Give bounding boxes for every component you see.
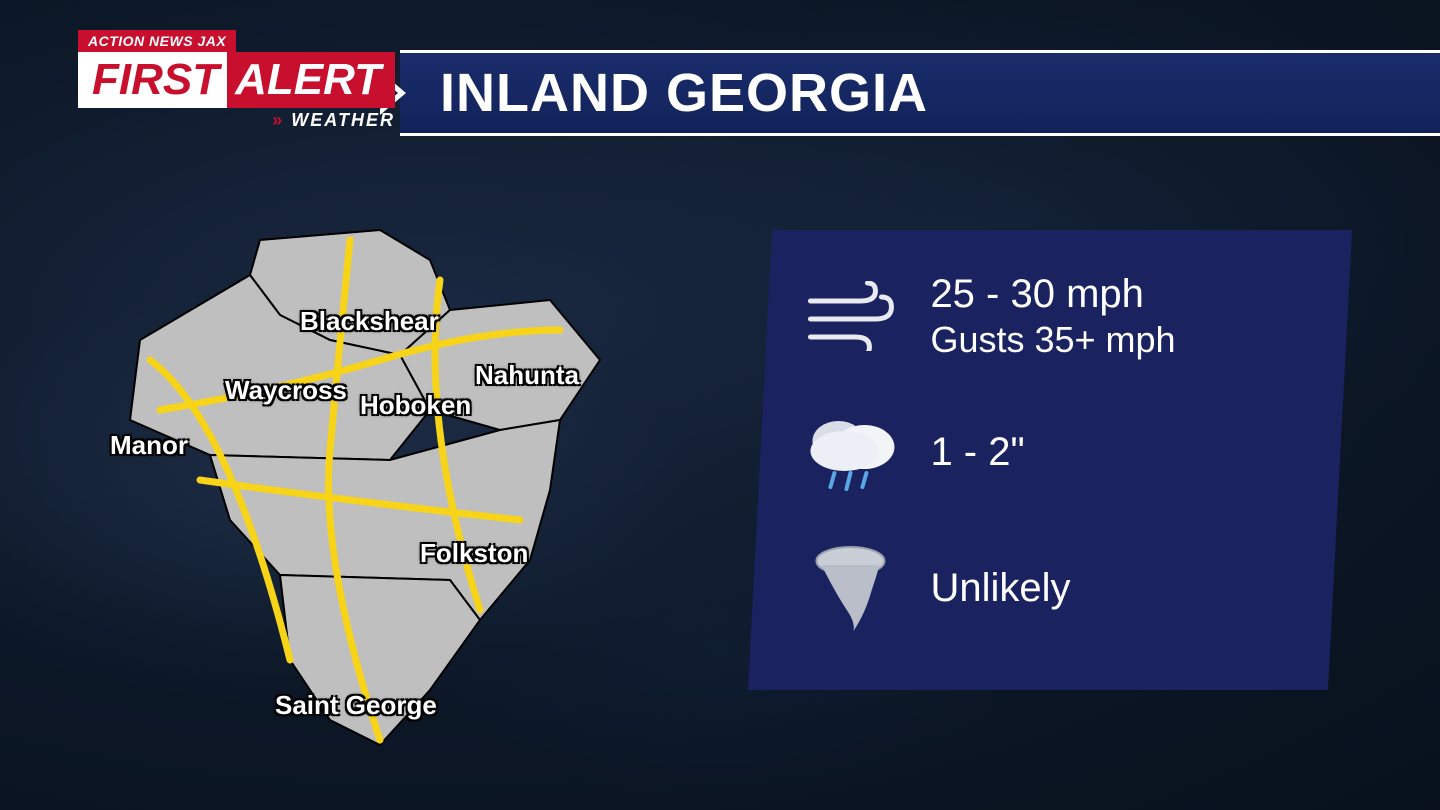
city-label: Waycross [225, 375, 347, 406]
wind-row: 25 - 30 mph Gusts 35+ mph [800, 270, 1300, 361]
map-svg [80, 220, 640, 760]
wind-icon [800, 281, 900, 351]
city-label: Folkston [420, 538, 528, 569]
logo-topline: ACTION NEWS JAX [78, 30, 236, 52]
logo-alert-word: ALERT [227, 52, 395, 108]
station-logo: ACTION NEWS JAX FIRST ALERT WEATHER [78, 30, 395, 131]
wind-text: 25 - 30 mph Gusts 35+ mph [930, 270, 1175, 361]
city-label: Saint George [275, 690, 437, 721]
logo-weather-word: WEATHER [78, 110, 395, 131]
tornado-row: Unlikely [800, 543, 1300, 633]
rain-row: 1 - 2" [800, 407, 1300, 497]
city-label: Manor [110, 430, 188, 461]
logo-main: FIRST ALERT [78, 52, 395, 108]
tornado-text: Unlikely [930, 564, 1070, 612]
region-title: INLAND GEORGIA [440, 62, 928, 124]
rain-cloud-icon [800, 407, 900, 497]
rain-text: 1 - 2" [930, 428, 1024, 476]
title-banner: INLAND GEORGIA [400, 50, 1440, 136]
region-map: Blackshear Waycross HobokenNahunta Manor Fol… [80, 220, 640, 760]
tornado-icon [800, 543, 900, 633]
forecast-panel: 25 - 30 mph Gusts 35+ mph 1 - 2" [748, 230, 1352, 690]
city-label: Hoboken [360, 390, 471, 421]
city-label: Blackshear [300, 306, 439, 337]
wind-line1: 25 - 30 mph [930, 270, 1175, 318]
city-label: Nahunta [475, 360, 579, 391]
wind-line2: Gusts 35+ mph [930, 318, 1175, 361]
logo-first-word: FIRST [78, 52, 227, 108]
